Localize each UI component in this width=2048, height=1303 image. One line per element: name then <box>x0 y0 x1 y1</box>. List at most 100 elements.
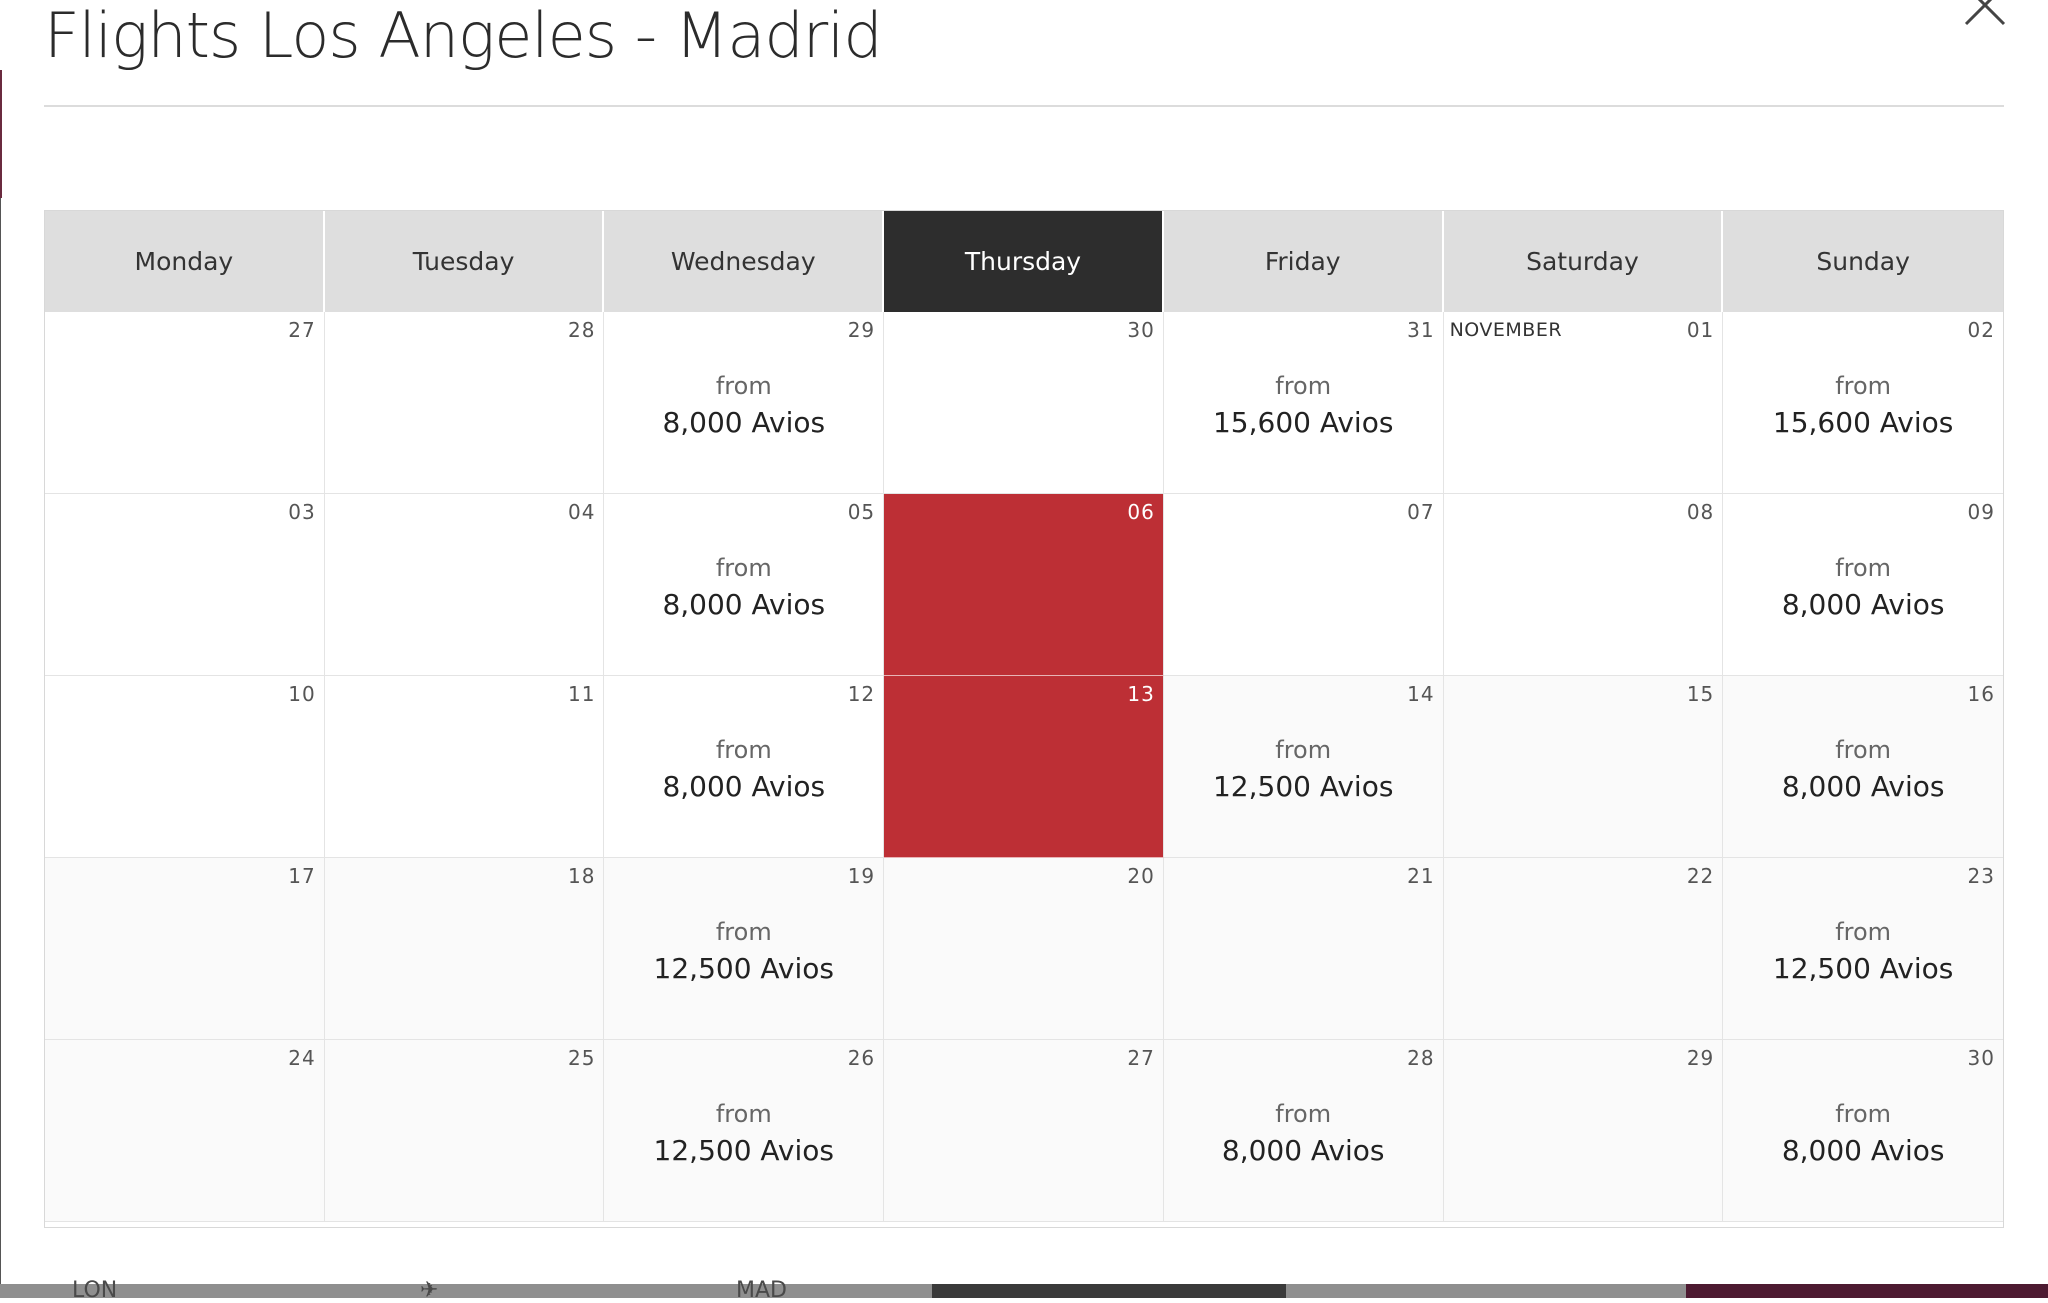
day-cell[interactable]: 08 <box>1443 494 1724 676</box>
weekday-wednesday: Wednesday <box>604 211 885 312</box>
day-cell[interactable]: 02 from 15,600 Avios <box>1723 312 2003 494</box>
day-number: 12 <box>847 682 876 706</box>
day-number: 05 <box>847 500 876 524</box>
day-cell[interactable]: 29 from 8,000 Avios <box>604 312 885 494</box>
fare-from-label: from <box>715 918 772 946</box>
calendar-grid: 27 28 29 from 8,000 Avios 30 31 from 15,600 Avio… <box>45 312 2003 1222</box>
day-number: 26 <box>847 1046 876 1070</box>
fare-from-label: from <box>1275 372 1332 400</box>
day-number: 11 <box>567 682 596 706</box>
fare-info: from 12,500 Avios <box>604 1100 883 1167</box>
day-number: 15 <box>1686 682 1715 706</box>
day-number: 24 <box>288 1046 316 1070</box>
fare-price: 12,500 Avios <box>1772 952 1954 985</box>
fare-info: from 12,500 Avios <box>1164 736 1443 803</box>
day-cell[interactable]: 30 <box>884 312 1164 494</box>
day-cell[interactable]: 25 <box>324 1040 605 1222</box>
fare-price: 8,000 Avios <box>1221 1134 1385 1167</box>
fare-price: 12,500 Avios <box>653 1134 835 1167</box>
day-number: 22 <box>1686 864 1715 888</box>
day-number: 28 <box>567 318 596 342</box>
day-number: 27 <box>288 318 316 342</box>
day-cell[interactable]: 03 <box>45 494 325 676</box>
fare-price: 12,500 Avios <box>653 952 835 985</box>
fare-from-label: from <box>1835 1100 1892 1128</box>
day-number: 29 <box>847 318 876 342</box>
fare-from-label: from <box>1835 736 1892 764</box>
origin-code: LON <box>72 1278 118 1303</box>
day-cell[interactable]: 31 from 15,600 Avios <box>1163 312 1444 494</box>
day-number: 07 <box>1407 500 1435 524</box>
day-cell[interactable]: 19 from 12,500 Avios <box>604 858 885 1040</box>
background-booking-bar: LON ✈ MAD <box>0 1278 2048 1303</box>
fare-info: from 8,000 Avios <box>1723 736 2003 803</box>
day-number: 09 <box>1967 500 1995 524</box>
day-cell[interactable]: 14 from 12,500 Avios <box>1163 676 1444 858</box>
day-cell[interactable]: 21 <box>1163 858 1444 1040</box>
day-number: 28 <box>1407 1046 1435 1070</box>
fare-from-label: from <box>1835 554 1892 582</box>
fare-info: from 8,000 Avios <box>604 736 883 803</box>
plane-icon: ✈ <box>420 1278 439 1303</box>
page-accent-bar <box>0 70 2 198</box>
fare-calendar: Monday Tuesday Wednesday Thursday Friday Satu… <box>44 210 2004 1228</box>
day-cell[interactable]: 26 from 12,500 Avios <box>604 1040 885 1222</box>
day-cell[interactable]: 10 <box>45 676 325 858</box>
destination-code: MAD <box>736 1278 787 1303</box>
day-cell[interactable]: 23 from 12,500 Avios <box>1723 858 2003 1040</box>
day-cell[interactable]: 11 <box>324 676 605 858</box>
day-number: 20 <box>1127 864 1155 888</box>
fare-info: from 8,000 Avios <box>1164 1100 1443 1167</box>
day-cell[interactable]: 24 <box>45 1040 325 1222</box>
day-cell[interactable]: 17 <box>45 858 325 1040</box>
day-cell[interactable]: 28 from 8,000 Avios <box>1163 1040 1444 1222</box>
day-number: 16 <box>1967 682 1995 706</box>
day-number: 10 <box>288 682 316 706</box>
day-cell[interactable]: 20 <box>884 858 1164 1040</box>
fare-price: 15,600 Avios <box>1212 406 1394 439</box>
day-cell[interactable]: 28 <box>324 312 605 494</box>
day-number: 23 <box>1967 864 1995 888</box>
day-number: 27 <box>1127 1046 1155 1070</box>
day-number: 18 <box>567 864 596 888</box>
day-cell[interactable]: 30 from 8,000 Avios <box>1723 1040 2003 1222</box>
fare-from-label: from <box>1835 372 1892 400</box>
fare-price: 8,000 Avios <box>1781 588 1945 621</box>
day-cell[interactable]: 01 NOVEMBER <box>1443 312 1724 494</box>
fare-from-label: from <box>1275 736 1332 764</box>
day-cell[interactable]: 27 <box>884 1040 1164 1222</box>
day-number: 08 <box>1686 500 1715 524</box>
day-cell[interactable]: 09 from 8,000 Avios <box>1723 494 2003 676</box>
day-cell[interactable]: 18 <box>324 858 605 1040</box>
fare-info: from 15,600 Avios <box>1164 372 1443 439</box>
day-number: 03 <box>288 500 316 524</box>
day-cell-selected[interactable]: 06 <box>884 494 1164 676</box>
fare-price: 12,500 Avios <box>1212 770 1394 803</box>
day-number: 14 <box>1407 682 1435 706</box>
weekday-tuesday: Tuesday <box>324 211 605 312</box>
day-cell[interactable]: 05 from 8,000 Avios <box>604 494 885 676</box>
modal-title: Flights Los Angeles - Madrid <box>44 0 883 72</box>
day-cell[interactable]: 04 <box>324 494 605 676</box>
day-cell[interactable]: 15 <box>1443 676 1724 858</box>
day-number: 01 <box>1686 318 1715 342</box>
day-cell[interactable]: 22 <box>1443 858 1724 1040</box>
close-button[interactable] <box>1958 0 2012 32</box>
day-number: 25 <box>567 1046 596 1070</box>
fare-price: 8,000 Avios <box>662 588 826 621</box>
fare-info: from 12,500 Avios <box>1723 918 2003 985</box>
fare-from-label: from <box>1275 1100 1332 1128</box>
fare-from-label: from <box>715 736 772 764</box>
weekday-friday: Friday <box>1163 211 1444 312</box>
day-cell[interactable]: 07 <box>1163 494 1444 676</box>
day-cell[interactable]: 16 from 8,000 Avios <box>1723 676 2003 858</box>
month-label: NOVEMBER <box>1449 319 1563 341</box>
day-cell-selected[interactable]: 13 <box>884 676 1164 858</box>
day-cell[interactable]: 27 <box>45 312 325 494</box>
day-number: 31 <box>1407 318 1435 342</box>
day-cell[interactable]: 29 <box>1443 1040 1724 1222</box>
day-cell[interactable]: 12 from 8,000 Avios <box>604 676 885 858</box>
fare-info: from 8,000 Avios <box>604 554 883 621</box>
fare-from-label: from <box>715 554 772 582</box>
fare-info: from 15,600 Avios <box>1723 372 2003 439</box>
